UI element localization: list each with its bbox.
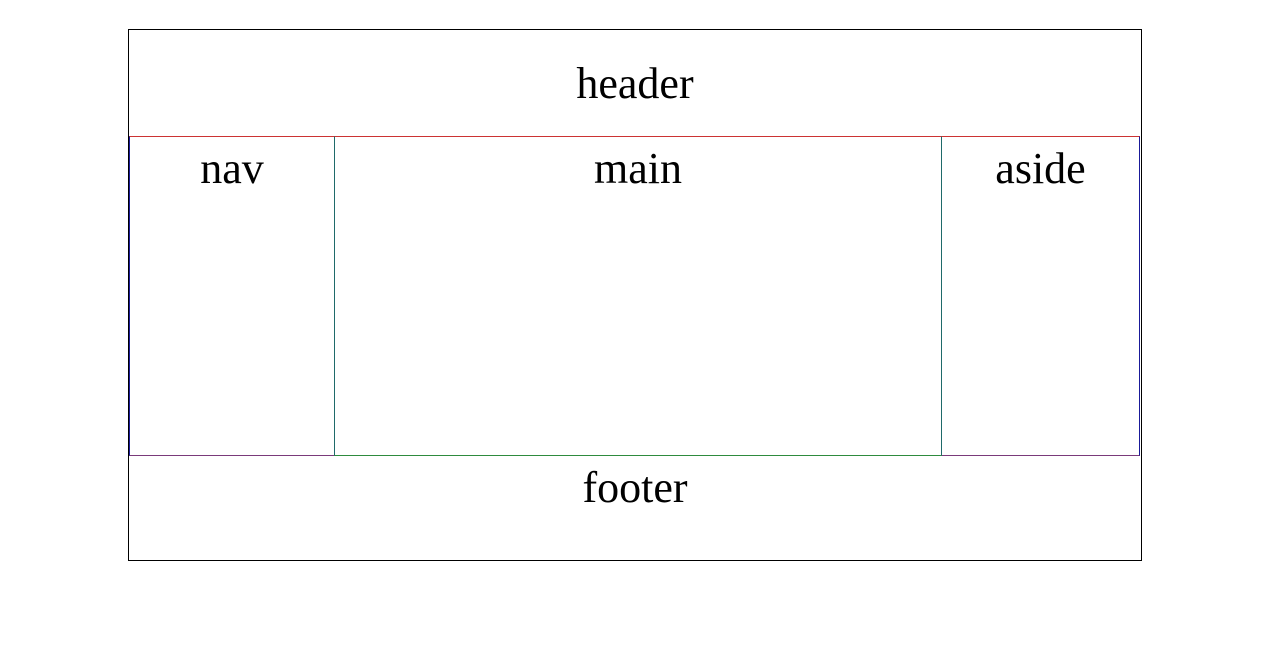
footer-label: footer: [582, 463, 688, 512]
main-label: main: [594, 144, 682, 193]
main-region: main: [334, 136, 942, 456]
page-container: header nav main aside footer: [128, 29, 1142, 561]
middle-row: nav main aside: [129, 136, 1141, 456]
header-label: header: [576, 59, 694, 108]
aside-label: aside: [995, 144, 1086, 193]
aside-region: aside: [942, 136, 1140, 456]
nav-label: nav: [200, 144, 264, 193]
header-region: header: [129, 30, 1141, 136]
nav-region: nav: [129, 136, 334, 456]
footer-region: footer: [129, 456, 1141, 560]
